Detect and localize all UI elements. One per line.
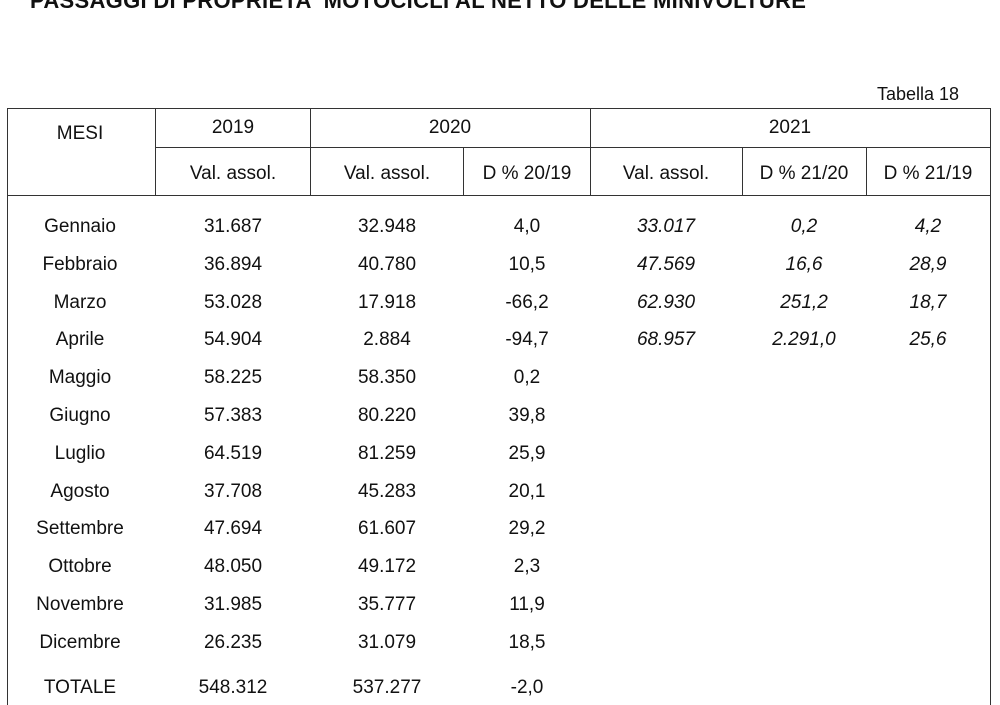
table-cell: 36.894 xyxy=(203,253,263,275)
header-cell: D % 21/19 xyxy=(883,163,973,184)
table-cell: 0,2 xyxy=(790,216,818,237)
table-cell: 25,6 xyxy=(909,329,947,351)
header-cell: D % 21/20 xyxy=(759,163,849,184)
table-cell: 57.383 xyxy=(203,405,263,426)
table-cell: 548.312 xyxy=(198,677,268,698)
table-cell: 45.283 xyxy=(357,480,417,502)
table-cell: 40.780 xyxy=(357,253,417,275)
table-line xyxy=(310,108,311,195)
header-cell: 2019 xyxy=(211,117,255,138)
row-label: Aprile xyxy=(55,329,105,351)
table-cell: 62.930 xyxy=(636,291,696,313)
table-line xyxy=(990,108,991,705)
header-cell: 2020 xyxy=(428,117,472,138)
table-cell: 20,1 xyxy=(508,480,546,502)
row-label: Agosto xyxy=(50,480,110,502)
table-cell: 54.904 xyxy=(203,329,263,351)
table-cell: 58.225 xyxy=(203,367,263,389)
title: PASSAGGI DI PROPRIETA' MOTOCICLI AL NETT… xyxy=(30,0,807,13)
table-cell: 39,8 xyxy=(508,405,546,426)
table-line xyxy=(590,108,591,195)
table-cell: 28,9 xyxy=(909,253,947,275)
table-cell: 251,2 xyxy=(780,291,828,313)
row-label: Novembre xyxy=(36,594,124,615)
table-cell: 49.172 xyxy=(357,556,417,578)
table-line xyxy=(7,108,990,109)
header-cell: Val. assol. xyxy=(343,163,431,184)
table-cell: 537.277 xyxy=(352,677,422,698)
header-cell: D % 20/19 xyxy=(482,163,572,184)
row-label: Dicembre xyxy=(39,631,121,653)
table-cell: 17.918 xyxy=(357,291,417,313)
table-label: Tabella 18 xyxy=(877,84,960,104)
table-cell: 11,9 xyxy=(509,594,545,615)
table-cell: 68.957 xyxy=(636,329,696,351)
table-cell: -66,2 xyxy=(505,291,549,313)
row-label: TOTALE xyxy=(43,677,117,698)
table-cell: 61.607 xyxy=(357,518,417,540)
row-label: Marzo xyxy=(53,291,107,313)
table-line xyxy=(742,147,743,195)
row-label: Settembre xyxy=(36,518,124,540)
table-line xyxy=(155,108,156,195)
header-cell: Val. assol. xyxy=(189,163,277,184)
table-cell: 10,5 xyxy=(508,253,546,275)
table-cell: 81.259 xyxy=(357,442,417,464)
table-cell: 32.948 xyxy=(357,216,417,237)
header-cell: 2021 xyxy=(768,117,812,138)
header-cell: Val. assol. xyxy=(622,163,710,184)
table-cell: 18,7 xyxy=(909,291,947,313)
table-cell: 80.220 xyxy=(357,405,417,426)
table-cell: 35.777 xyxy=(357,594,417,615)
row-label: Maggio xyxy=(48,367,112,389)
row-label: Gennaio xyxy=(44,216,116,237)
table-cell: 4,2 xyxy=(914,216,942,237)
table-cell: 2.884 xyxy=(363,329,411,351)
table-line xyxy=(7,108,8,705)
table-cell: 0,2 xyxy=(513,367,541,389)
table-cell: 47.694 xyxy=(203,518,263,540)
table-line xyxy=(866,147,867,195)
table-cell: 37.708 xyxy=(203,480,263,502)
table-cell: 48.050 xyxy=(203,556,263,578)
table-line xyxy=(7,195,990,196)
table-cell: 31.985 xyxy=(203,594,263,615)
table-cell: 16,6 xyxy=(785,253,823,275)
row-label: Febbraio xyxy=(42,253,118,275)
table-cell: 53.028 xyxy=(203,291,263,313)
table-cell: 33.017 xyxy=(636,216,696,237)
header-cell: MESI xyxy=(56,123,104,144)
row-label: Ottobre xyxy=(48,556,112,578)
table-cell: -2,0 xyxy=(510,677,544,698)
table-line xyxy=(155,147,990,148)
table-cell: 26.235 xyxy=(203,631,263,653)
row-label: Luglio xyxy=(54,442,106,464)
table-cell: 31.687 xyxy=(203,216,263,237)
table-cell: 58.350 xyxy=(357,367,417,389)
table-cell: 18,5 xyxy=(508,631,546,653)
row-label: Giugno xyxy=(49,405,111,426)
table-cell: 47.569 xyxy=(636,253,696,275)
table-cell: 25,9 xyxy=(508,442,546,464)
table-cell: 64.519 xyxy=(203,442,263,464)
table-cell: -94,7 xyxy=(505,329,549,351)
table-cell: 2.291,0 xyxy=(772,329,836,351)
table-cell: 29,2 xyxy=(508,518,546,540)
table-line xyxy=(463,147,464,195)
table-cell: 4,0 xyxy=(513,216,541,237)
table-cell: 2,3 xyxy=(513,556,541,578)
table-cell: 31.079 xyxy=(357,631,417,653)
